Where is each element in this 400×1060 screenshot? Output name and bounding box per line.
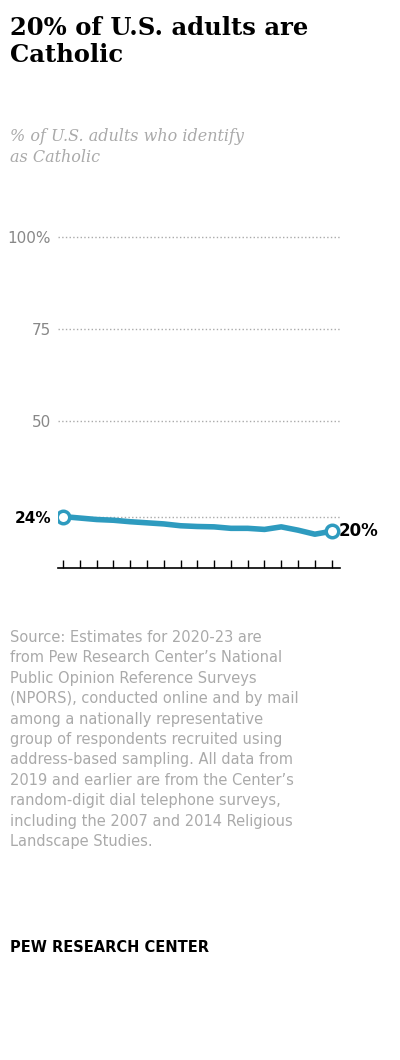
Text: 20% of U.S. adults are
Catholic: 20% of U.S. adults are Catholic xyxy=(10,16,308,67)
Text: PEW RESEARCH CENTER: PEW RESEARCH CENTER xyxy=(10,940,209,955)
Text: Source: Estimates for 2020-23 are
from Pew Research Center’s National
Public Opi: Source: Estimates for 2020-23 are from P… xyxy=(10,630,299,849)
Text: % of U.S. adults who identify
as Catholic: % of U.S. adults who identify as Catholi… xyxy=(10,128,244,166)
Text: 20%: 20% xyxy=(338,523,378,541)
